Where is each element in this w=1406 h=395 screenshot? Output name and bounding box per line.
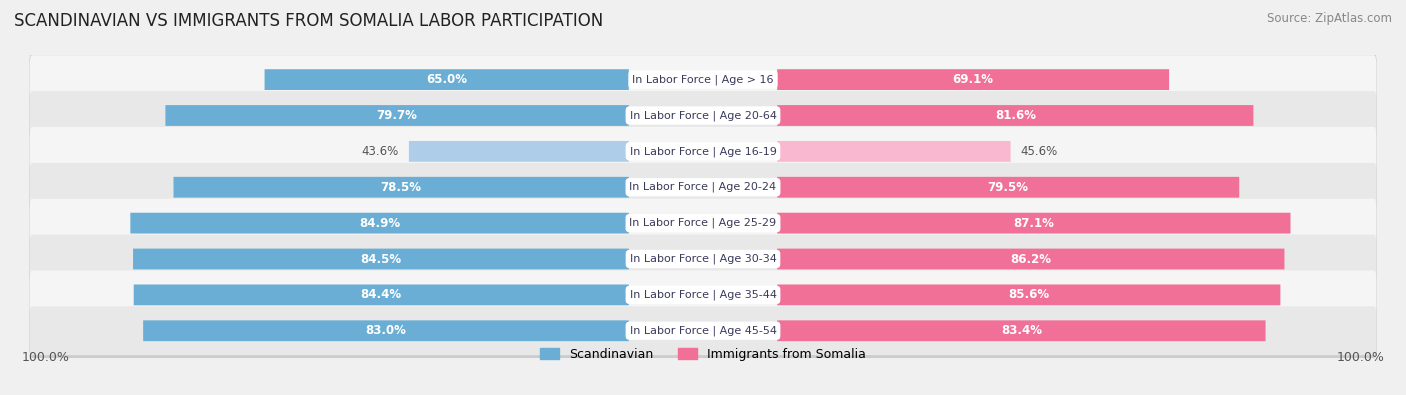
Text: 84.5%: 84.5% [360,252,402,265]
FancyBboxPatch shape [134,284,628,305]
Text: Source: ZipAtlas.com: Source: ZipAtlas.com [1267,12,1392,25]
Text: 87.1%: 87.1% [1014,216,1054,229]
Text: 84.9%: 84.9% [359,216,401,229]
Text: 100.0%: 100.0% [21,351,70,364]
FancyBboxPatch shape [30,53,1376,107]
FancyBboxPatch shape [30,124,1376,179]
FancyBboxPatch shape [30,88,1376,143]
FancyBboxPatch shape [30,91,1376,140]
Text: 84.4%: 84.4% [361,288,402,301]
Text: 85.6%: 85.6% [1008,288,1049,301]
Legend: Scandinavian, Immigrants from Somalia: Scandinavian, Immigrants from Somalia [540,348,866,361]
Text: 79.5%: 79.5% [988,181,1029,194]
FancyBboxPatch shape [778,141,1011,162]
FancyBboxPatch shape [264,69,628,90]
Text: 78.5%: 78.5% [381,181,422,194]
FancyBboxPatch shape [30,307,1376,355]
FancyBboxPatch shape [778,105,1253,126]
Text: 81.6%: 81.6% [995,109,1036,122]
Text: 83.0%: 83.0% [366,324,406,337]
FancyBboxPatch shape [30,232,1376,286]
Text: In Labor Force | Age 30-34: In Labor Force | Age 30-34 [630,254,776,264]
Text: In Labor Force | Age 20-24: In Labor Force | Age 20-24 [630,182,776,192]
FancyBboxPatch shape [143,320,628,341]
FancyBboxPatch shape [30,271,1376,319]
FancyBboxPatch shape [30,235,1376,283]
FancyBboxPatch shape [166,105,628,126]
FancyBboxPatch shape [30,127,1376,176]
FancyBboxPatch shape [173,177,628,198]
FancyBboxPatch shape [30,163,1376,212]
Text: In Labor Force | Age > 16: In Labor Force | Age > 16 [633,74,773,85]
Text: 83.4%: 83.4% [1001,324,1042,337]
FancyBboxPatch shape [30,268,1376,322]
FancyBboxPatch shape [778,177,1239,198]
FancyBboxPatch shape [30,160,1376,214]
Text: 86.2%: 86.2% [1011,252,1052,265]
Text: In Labor Force | Age 35-44: In Labor Force | Age 35-44 [630,290,776,300]
Text: In Labor Force | Age 16-19: In Labor Force | Age 16-19 [630,146,776,157]
FancyBboxPatch shape [30,303,1376,358]
FancyBboxPatch shape [30,55,1376,104]
FancyBboxPatch shape [778,213,1291,233]
Text: 100.0%: 100.0% [1336,351,1385,364]
Text: 45.6%: 45.6% [1021,145,1057,158]
Text: 43.6%: 43.6% [361,145,399,158]
FancyBboxPatch shape [30,199,1376,248]
Text: SCANDINAVIAN VS IMMIGRANTS FROM SOMALIA LABOR PARTICIPATION: SCANDINAVIAN VS IMMIGRANTS FROM SOMALIA … [14,12,603,30]
FancyBboxPatch shape [778,69,1168,90]
FancyBboxPatch shape [409,141,628,162]
FancyBboxPatch shape [134,248,628,269]
FancyBboxPatch shape [778,320,1265,341]
Text: 65.0%: 65.0% [426,73,467,86]
FancyBboxPatch shape [778,248,1285,269]
FancyBboxPatch shape [30,196,1376,250]
FancyBboxPatch shape [778,284,1281,305]
Text: 69.1%: 69.1% [953,73,994,86]
Text: 79.7%: 79.7% [377,109,418,122]
FancyBboxPatch shape [131,213,628,233]
Text: In Labor Force | Age 20-64: In Labor Force | Age 20-64 [630,110,776,121]
Text: In Labor Force | Age 25-29: In Labor Force | Age 25-29 [630,218,776,228]
Text: In Labor Force | Age 45-54: In Labor Force | Age 45-54 [630,325,776,336]
